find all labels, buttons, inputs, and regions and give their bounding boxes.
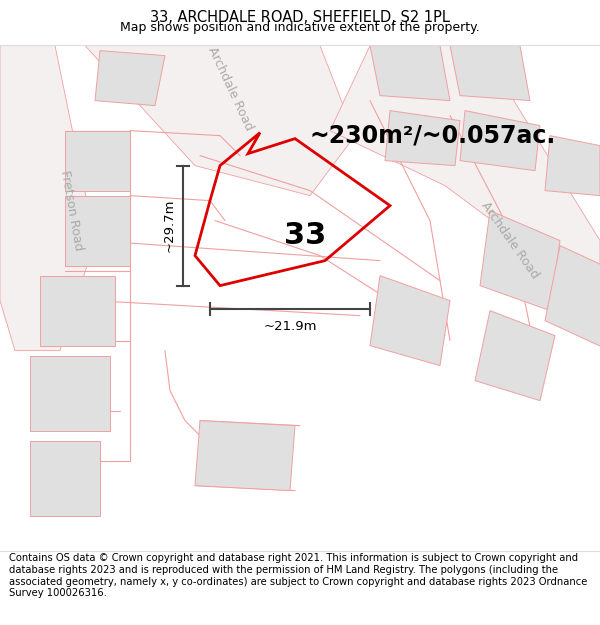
Polygon shape xyxy=(475,311,555,401)
Text: Fretson Road: Fretson Road xyxy=(59,169,85,252)
Text: 33, ARCHDALE ROAD, SHEFFIELD, S2 1PL: 33, ARCHDALE ROAD, SHEFFIELD, S2 1PL xyxy=(150,10,450,25)
Polygon shape xyxy=(450,46,530,101)
Polygon shape xyxy=(85,46,355,196)
Text: 33: 33 xyxy=(284,221,326,250)
Polygon shape xyxy=(545,246,600,351)
Polygon shape xyxy=(40,276,115,346)
Polygon shape xyxy=(385,111,460,166)
Text: Map shows position and indicative extent of the property.: Map shows position and indicative extent… xyxy=(120,21,480,34)
Polygon shape xyxy=(370,276,450,366)
Polygon shape xyxy=(545,136,600,196)
Polygon shape xyxy=(30,441,100,516)
Text: ~29.7m: ~29.7m xyxy=(163,199,176,252)
Text: Archdale Road: Archdale Road xyxy=(205,45,255,132)
Text: Archdale Road: Archdale Road xyxy=(479,199,541,282)
Polygon shape xyxy=(330,46,600,301)
Polygon shape xyxy=(195,421,295,491)
Polygon shape xyxy=(65,196,130,266)
Text: ~230m²/~0.057ac.: ~230m²/~0.057ac. xyxy=(310,124,556,148)
Polygon shape xyxy=(480,211,560,311)
Polygon shape xyxy=(370,46,450,101)
Polygon shape xyxy=(65,131,130,191)
Text: ~21.9m: ~21.9m xyxy=(263,320,317,333)
Polygon shape xyxy=(0,46,95,351)
Text: Contains OS data © Crown copyright and database right 2021. This information is : Contains OS data © Crown copyright and d… xyxy=(9,554,587,598)
Polygon shape xyxy=(460,111,540,171)
Polygon shape xyxy=(30,356,110,431)
Polygon shape xyxy=(95,51,165,106)
